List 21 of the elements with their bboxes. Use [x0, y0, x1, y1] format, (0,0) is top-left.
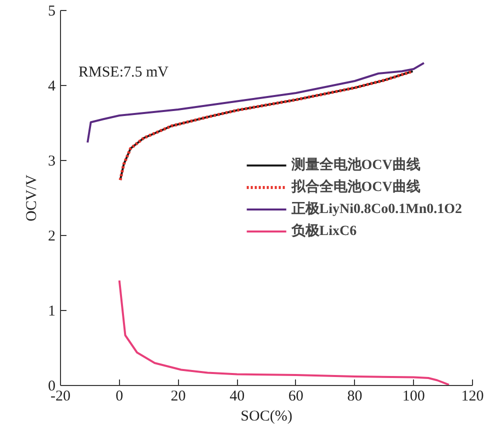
x-tick-label: 80	[347, 388, 362, 404]
x-tick-label: 20	[170, 388, 186, 404]
y-tick-label: 1	[48, 304, 56, 320]
x-tick-label: 40	[230, 388, 245, 404]
y-tick-label: 0	[48, 378, 56, 394]
y-axis-title: OCV/V	[24, 174, 40, 222]
y-tick-label: 2	[48, 228, 56, 244]
legend-label: 正极LiyNi0.8Co0.1Mn0.1O2	[291, 200, 462, 218]
y-tick-label: 4	[48, 78, 56, 94]
x-axis-title: SOC(%)	[240, 408, 292, 424]
x-tick-label: 0	[116, 388, 124, 404]
legend-label: 拟合全电池OCV曲线	[291, 178, 420, 196]
annotation: RMSE:7.5 mV	[78, 64, 169, 80]
y-tick-label: 5	[48, 4, 56, 20]
x-tick-label: 100	[402, 388, 425, 404]
legend-label: 测量全电池OCV曲线	[291, 156, 420, 174]
line-series	[118, 280, 450, 386]
x-tick-label: 120	[461, 388, 484, 404]
x-tick-label: 60	[288, 388, 304, 404]
y-tick-label: 3	[48, 154, 56, 170]
legend-label: 负极LixC6	[291, 222, 357, 240]
